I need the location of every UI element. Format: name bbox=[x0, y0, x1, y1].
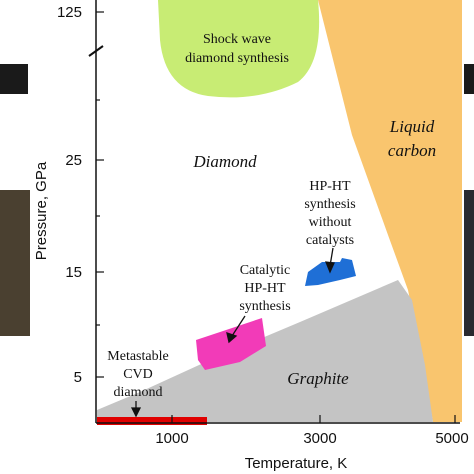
region-label: Liquid bbox=[389, 117, 435, 136]
edge-strip bbox=[464, 190, 474, 336]
edge-strip bbox=[0, 64, 28, 94]
region-label: catalysts bbox=[306, 233, 354, 248]
shock-region bbox=[158, 0, 320, 98]
axis-break bbox=[88, 45, 104, 57]
region-label: diamond bbox=[114, 385, 163, 400]
region-label: Shock wave bbox=[203, 32, 271, 47]
x-tick-label: 3000 bbox=[303, 430, 336, 447]
y-tick-label: 5 bbox=[74, 369, 82, 386]
liquid-region bbox=[318, 0, 462, 422]
arrows bbox=[130, 247, 335, 418]
y-tick-label: 125 bbox=[57, 4, 82, 21]
y-tick-label: 25 bbox=[65, 152, 82, 169]
region-label: synthesis bbox=[239, 299, 290, 314]
region-label: Diamond bbox=[192, 152, 257, 171]
x-tick-label: 1000 bbox=[155, 430, 188, 447]
region-label: synthesis bbox=[304, 197, 355, 212]
region-label: HP-HT bbox=[244, 281, 286, 296]
region-label: Metastable bbox=[107, 349, 168, 364]
region-label: carbon bbox=[388, 141, 436, 160]
edge-strip bbox=[464, 64, 474, 94]
region-label: without bbox=[309, 215, 352, 230]
cvd-region bbox=[97, 417, 207, 425]
region-label: CVD bbox=[123, 367, 153, 382]
catalytic-region bbox=[196, 318, 266, 370]
region-label: diamond synthesis bbox=[185, 51, 289, 66]
edge-strip bbox=[0, 190, 30, 336]
x-axis-label: Temperature, K bbox=[245, 455, 348, 472]
region-label: Catalytic bbox=[240, 263, 291, 278]
x-tick-label: 5000 bbox=[435, 430, 468, 447]
region-label: Graphite bbox=[287, 369, 349, 388]
y-tick-label: 15 bbox=[65, 264, 82, 281]
tick-marks bbox=[96, 11, 456, 423]
region-label: HP-HT bbox=[309, 179, 351, 194]
y-axis-label: Pressure, GPa bbox=[33, 161, 50, 260]
graphite-region bbox=[97, 280, 433, 422]
